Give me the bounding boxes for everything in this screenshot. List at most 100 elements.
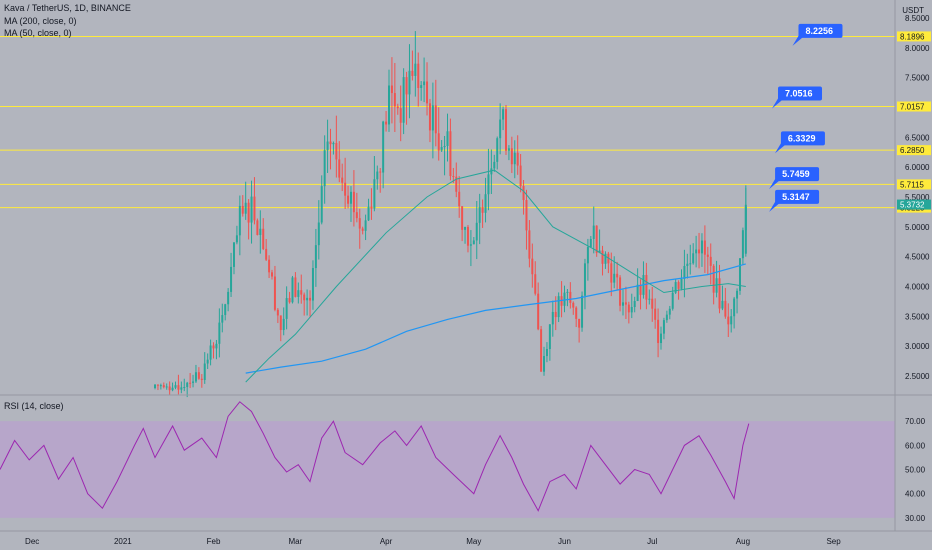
candle-body [206,359,209,364]
level-price-badge [897,145,931,156]
candle-body [431,105,434,131]
candle-body [601,250,604,264]
candle-body [700,240,703,254]
candle-body [645,274,648,300]
candle-body [361,228,364,231]
candle-body [575,307,578,319]
candle-body [461,206,464,230]
candle-body [411,70,414,76]
candle-body [487,174,490,195]
candle-body [227,291,230,305]
candle-body [736,290,739,299]
callout-label: 5.3147 [782,192,810,202]
price-tick-label: 8.0000 [905,44,930,53]
candle-body [232,242,235,267]
candle-body [294,277,297,297]
candle-body [513,152,516,165]
callout-pointer [792,35,805,46]
time-tick-label: Jul [647,537,657,546]
level-price-badge [897,101,931,112]
price-tick-label: 7.5000 [905,74,930,83]
candle-body [244,202,247,214]
candle-body [306,297,309,301]
callout-label: 6.3329 [788,133,816,143]
candle-body [203,363,206,380]
level-price-label: 6.2850 [900,146,925,155]
candle-body [715,278,718,293]
candle-body [162,385,165,388]
candle-body [621,302,624,306]
callout-box [775,167,820,182]
candle-body [352,191,355,213]
candle-body [452,176,455,178]
candle-body [545,348,548,357]
candle-body [388,85,391,125]
time-tick-label: May [466,537,481,546]
candle-body [370,206,373,209]
candle-body [165,386,168,388]
currency-label[interactable]: USDT [902,6,924,15]
candle-body [309,297,312,301]
symbol-title: Kava / TetherUS, 1D, BINANCE [4,3,131,13]
candle-body [320,186,323,223]
candle-body [525,200,528,231]
candle-body [572,302,575,308]
candle-body [566,291,569,293]
candle-body [262,228,265,249]
ma50-line [245,169,746,383]
callout-label: 8.2256 [805,26,833,36]
ma50-legend: MA (50, close, 0) [4,28,72,38]
candle-body [592,225,595,239]
candle-body [317,222,320,246]
candle-body [303,294,306,301]
candle-body [341,177,344,183]
candle-body [537,293,540,330]
candle-body [291,277,294,303]
candle-body [686,263,689,266]
candle-body [241,205,244,214]
candle-body [253,196,256,221]
candle-body [180,387,183,390]
candle-body [516,152,519,166]
candle-body [466,226,469,246]
callout-box [775,189,820,204]
candle-body [493,161,496,169]
time-tick-label: Jun [558,537,571,546]
candle-body [496,138,499,162]
candle-body [540,329,543,372]
candle-body [355,212,358,219]
rsi-tick-label: 30.00 [905,514,926,523]
price-tick-label: 5.0000 [905,223,930,232]
candle-body [636,284,639,302]
candle-body [718,278,721,309]
candle-body [651,298,654,309]
ma200-line [245,263,746,374]
candle-body [364,220,367,231]
candle-body [446,131,449,146]
candle-body [402,77,405,123]
candle-body [604,253,607,264]
candle-body [654,308,657,320]
candle-body [657,319,660,344]
candle-body [171,387,174,391]
candle-body [311,268,314,301]
candle-body [326,141,329,151]
candle-body [396,106,399,109]
candle-body [282,318,285,331]
candle-body [358,218,361,229]
candle-body [154,384,157,389]
candle-body [583,263,586,296]
callout-box [780,131,825,146]
candle-body [586,247,589,264]
candle-body [502,109,505,120]
candle-body [595,225,598,253]
candle-body [218,322,221,344]
candle-body [698,249,701,254]
price-tick-label: 3.0000 [905,342,930,351]
price-tick-label: 6.5000 [905,133,930,142]
candle-body [589,238,592,248]
candle-body [683,265,686,279]
rsi-band [0,421,895,518]
candle-body [420,85,423,88]
level-price-label: 7.0157 [900,103,925,112]
